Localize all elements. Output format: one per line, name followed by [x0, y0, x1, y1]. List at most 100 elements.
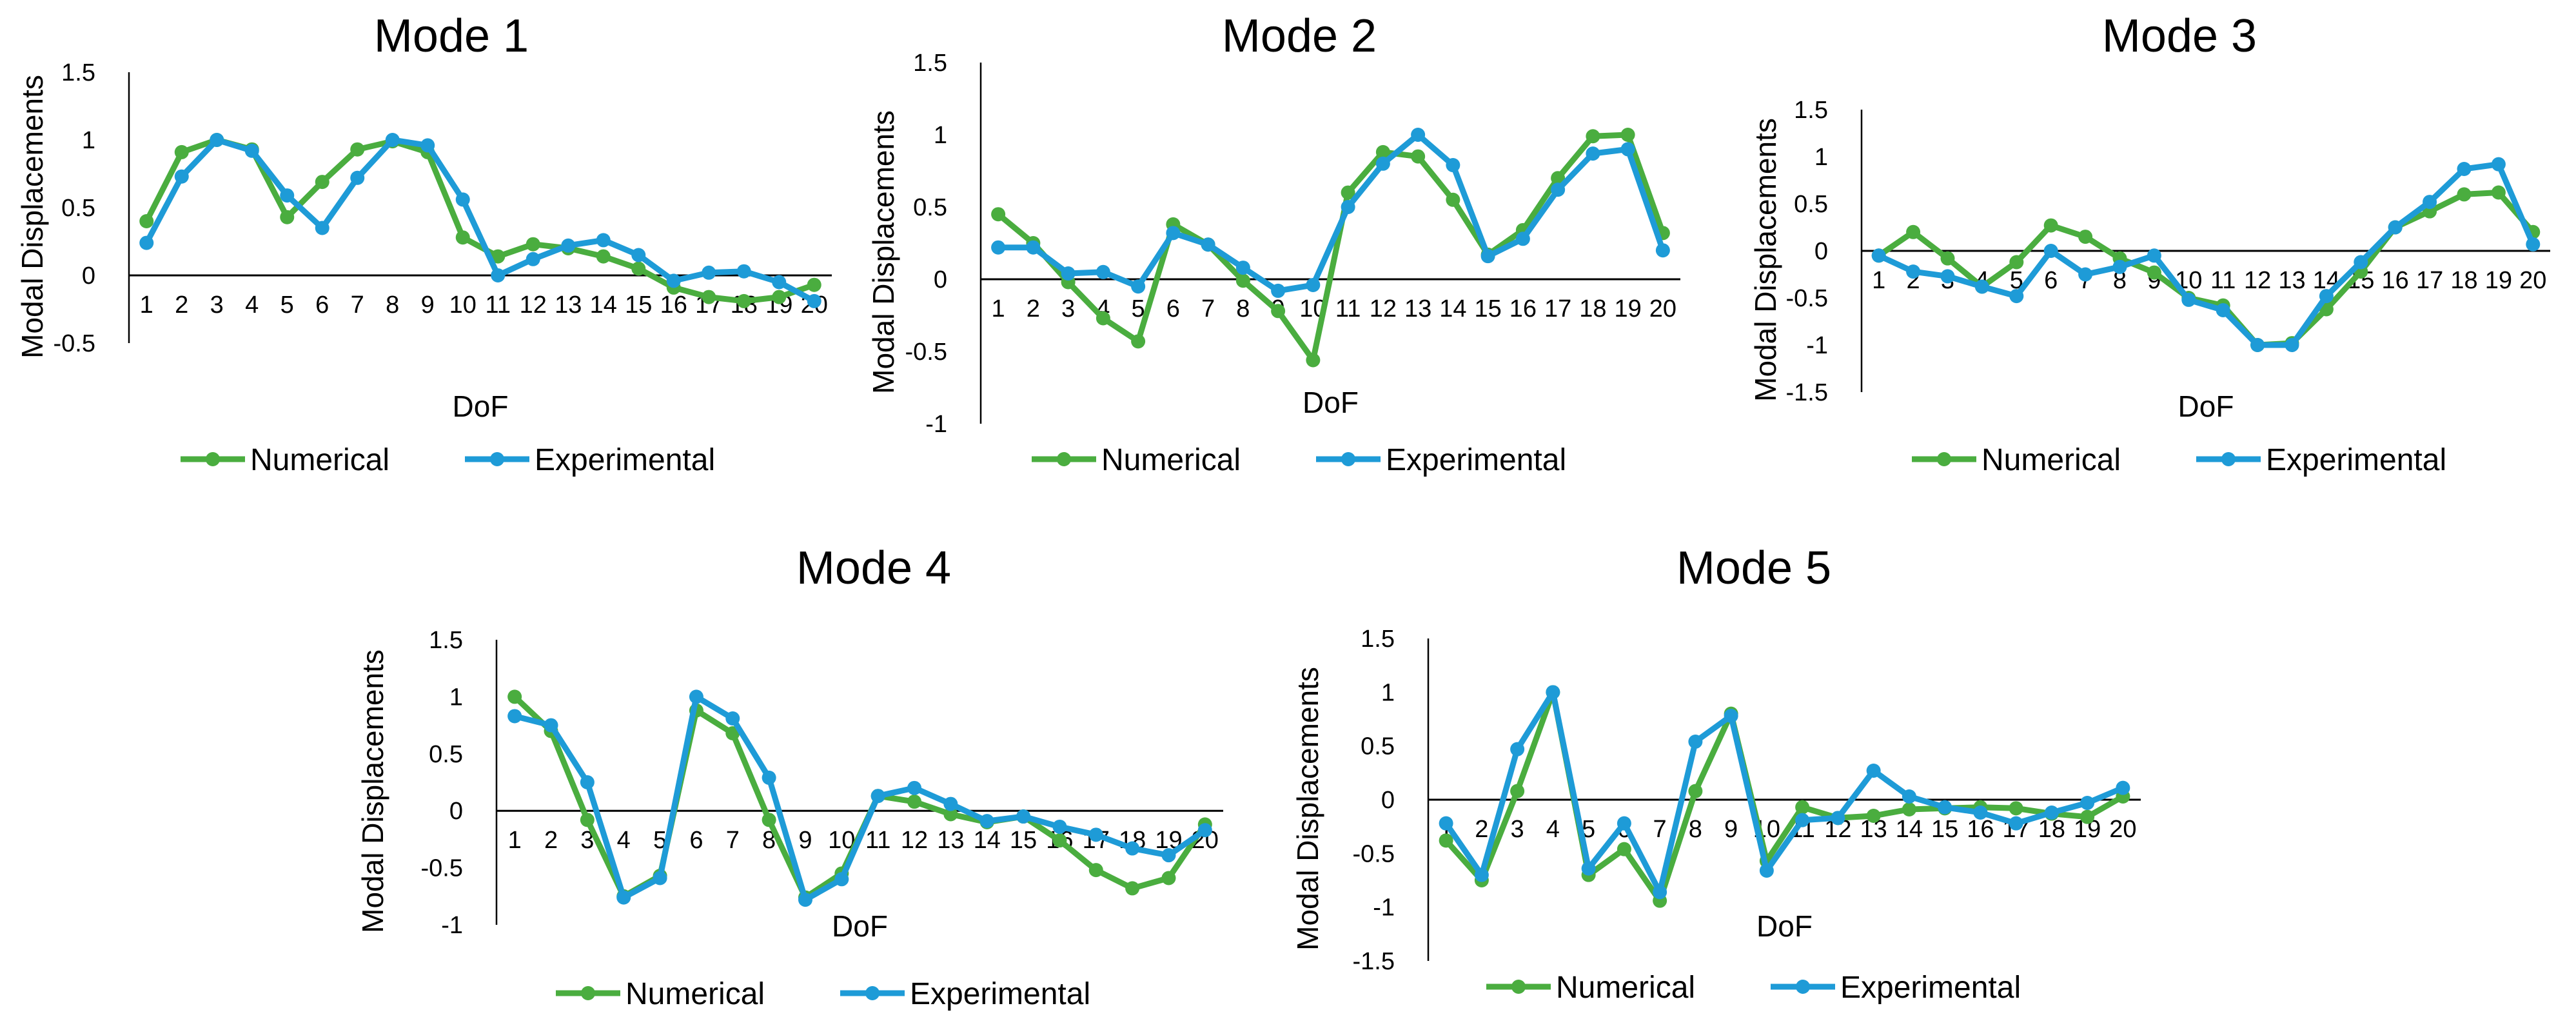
data-point-experimental: [1446, 158, 1460, 173]
data-point-experimental: [139, 235, 154, 250]
data-point-experimental: [2319, 289, 2334, 304]
legend-marker-experimental: [1796, 980, 1810, 994]
data-point-experimental: [1131, 279, 1146, 294]
legend-marker-experimental: [865, 986, 880, 1000]
data-point-experimental: [870, 789, 885, 804]
x-tick-label: 12: [901, 827, 928, 854]
data-point-experimental: [1088, 827, 1103, 842]
data-point-numerical: [1688, 784, 1703, 798]
x-axis-label: DoF: [1303, 386, 1359, 419]
legend-marker-experimental: [1341, 452, 1355, 466]
x-tick-label: 10: [449, 292, 477, 319]
data-point-experimental: [834, 872, 849, 887]
data-point-experimental: [350, 170, 365, 185]
data-point-numerical: [1620, 128, 1635, 142]
data-point-experimental: [596, 233, 611, 248]
x-tick-label: 8: [2113, 267, 2127, 294]
data-point-experimental: [1515, 232, 1530, 246]
legend-label-experimental: Experimental: [910, 977, 1090, 1011]
data-point-numerical: [491, 249, 506, 264]
data-point-experimental: [385, 133, 400, 147]
data-point-experimental: [1831, 811, 1845, 825]
x-tick-label: 2: [175, 292, 188, 319]
x-tick-label: 7: [726, 827, 740, 854]
data-point-numerical: [2147, 265, 2161, 280]
data-point-numerical: [1052, 833, 1067, 848]
y-tick-label: 1.5: [61, 59, 95, 86]
data-point-numerical: [2080, 809, 2095, 824]
chart-title: Mode 5: [1676, 542, 1831, 594]
x-tick-label: 13: [2278, 267, 2305, 294]
y-axis-label: Modal Displacements: [867, 110, 900, 394]
data-point-experimental: [1375, 156, 1390, 171]
data-point-experimental: [1341, 200, 1355, 214]
data-point-experimental: [2147, 248, 2161, 263]
data-point-experimental: [544, 718, 558, 733]
x-tick-label: 9: [421, 292, 435, 319]
x-tick-label: 5: [280, 292, 294, 319]
data-point-experimental: [1306, 277, 1321, 292]
chart-mode-1: Mode 1-0.500.511.51 2 3 4 5 6 7 8 9 10 11 12 13 14 15 1…: [15, 10, 832, 477]
data-point-experimental: [1655, 243, 1670, 258]
data-point-experimental: [979, 814, 994, 829]
data-point-experimental: [2216, 302, 2230, 317]
y-tick-label: -1.5: [1786, 379, 1828, 406]
data-point-numerical: [702, 290, 716, 304]
x-tick-label: 3: [210, 292, 224, 319]
data-point-experimental: [561, 238, 576, 253]
data-point-experimental: [772, 275, 787, 290]
y-tick-label: -0.5: [421, 855, 463, 882]
data-point-experimental: [526, 252, 540, 266]
data-point-numerical: [736, 293, 751, 308]
x-tick-label: 2: [1027, 295, 1040, 322]
legend-label-numerical: Numerical: [1101, 443, 1241, 477]
y-tick-label: -0.5: [1786, 285, 1828, 312]
data-point-experimental: [1938, 800, 1952, 815]
data-point-experimental: [2009, 816, 2023, 831]
x-tick-label: 17: [2416, 267, 2443, 294]
x-tick-label: 6: [689, 827, 703, 854]
data-point-experimental: [1866, 764, 1881, 778]
y-tick-label: -1.5: [1353, 948, 1395, 975]
x-tick-label: 16: [2382, 267, 2409, 294]
y-tick-label: 1.5: [913, 50, 947, 77]
legend-marker-experimental: [490, 452, 504, 466]
legend-marker-numerical: [581, 986, 595, 1000]
y-tick-label: 1.5: [429, 627, 463, 654]
chart-title: Mode 2: [1222, 10, 1377, 62]
x-tick-label: 4: [617, 827, 631, 854]
x-tick-label: 1: [1872, 267, 1885, 294]
x-axis-label: DoF: [453, 390, 509, 423]
legend-marker-numerical: [206, 452, 220, 466]
data-point-experimental: [2388, 220, 2403, 235]
y-tick-label: -1: [441, 912, 463, 939]
data-point-experimental: [1411, 128, 1426, 142]
data-point-experimental: [2491, 157, 2506, 172]
y-tick-label: 1: [1381, 679, 1395, 706]
x-tick-label: 4: [1546, 816, 1560, 843]
data-point-experimental: [943, 796, 958, 811]
x-tick-label: 8: [1689, 816, 1702, 843]
x-tick-label: 12: [520, 292, 547, 319]
data-point-experimental: [210, 133, 224, 147]
data-point-numerical: [280, 210, 295, 224]
legend-label-experimental: Experimental: [2266, 443, 2446, 477]
data-point-numerical: [1411, 149, 1426, 164]
data-point-experimental: [702, 265, 716, 280]
legend-label-numerical: Numerical: [250, 443, 389, 477]
data-point-experimental: [2078, 267, 2093, 282]
data-point-numerical: [1131, 334, 1146, 349]
data-point-experimental: [2526, 237, 2541, 252]
x-tick-label: 15: [1474, 295, 1501, 322]
data-point-numerical: [507, 689, 522, 704]
x-tick-label: 14: [1439, 295, 1466, 322]
x-tick-label: 5: [1132, 295, 1145, 322]
data-point-experimental: [1581, 861, 1596, 876]
x-tick-label: 11: [486, 292, 511, 319]
data-point-experimental: [736, 264, 751, 279]
y-tick-label: 0.5: [1361, 733, 1395, 760]
data-point-numerical: [631, 261, 646, 276]
legend-label-experimental: Experimental: [1840, 971, 2021, 1005]
y-tick-label: 0.5: [913, 194, 947, 221]
y-tick-label: -0.5: [54, 330, 95, 357]
